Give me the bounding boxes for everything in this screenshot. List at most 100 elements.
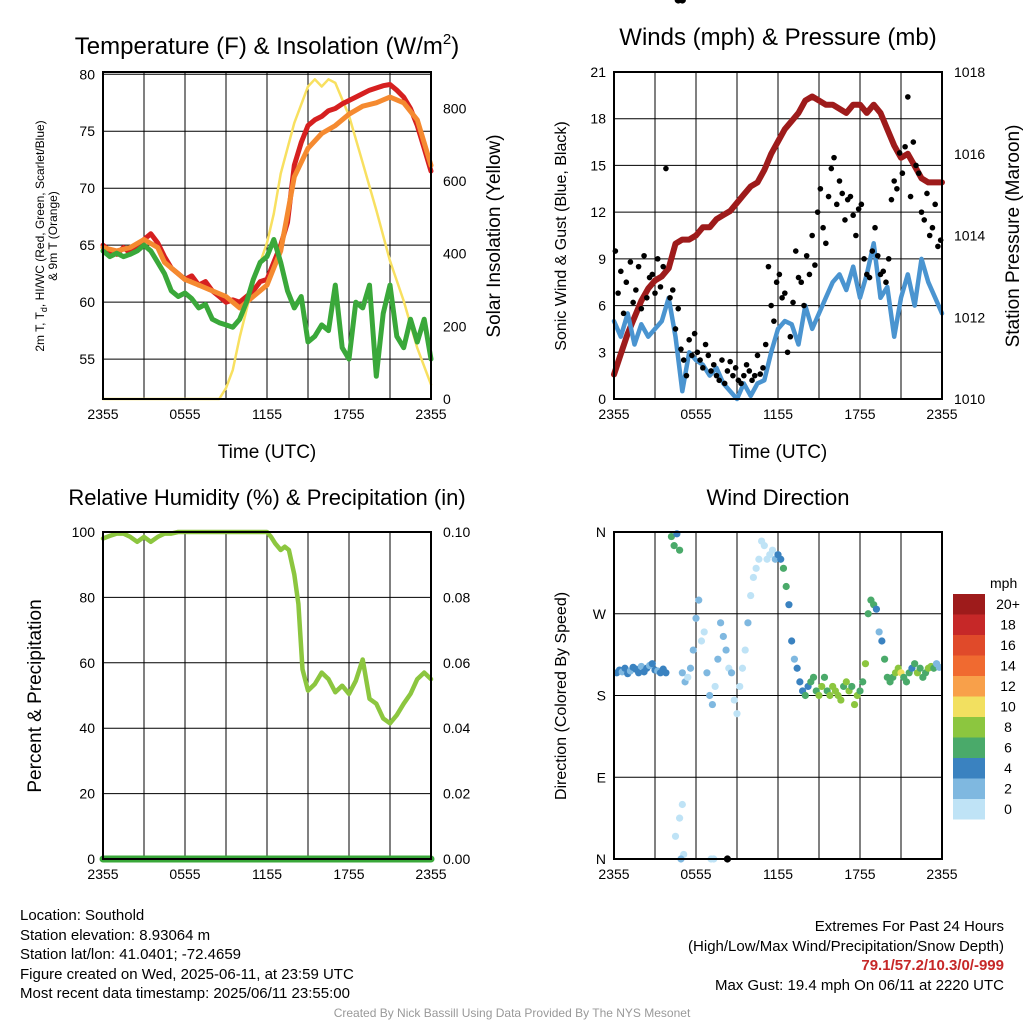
direction-point (859, 678, 867, 686)
direction-point (667, 532, 676, 541)
y2-tick-label: 400 (443, 246, 467, 262)
created-text: Figure created on Wed, 2025-06-11, at 23… (20, 965, 354, 983)
gust-point (899, 170, 906, 177)
direction-point (861, 660, 870, 668)
legend-label: 20+ (996, 596, 1020, 612)
extremes-info: Extremes For Past 24 Hours (High/Low/Max… (688, 917, 1004, 995)
max-gust-text: Max Gust: 19.4 mph On 06/11 at 2220 UTC (714, 976, 1004, 994)
direction-point (678, 800, 686, 809)
x-tick-label: 0555 (169, 406, 200, 422)
direction-point (711, 682, 719, 691)
x-tick-label: 1155 (763, 866, 793, 882)
direction-point (820, 673, 829, 681)
gust-point (861, 256, 867, 262)
gust-point (724, 368, 731, 374)
gust-point (638, 305, 645, 312)
y-tick-label: 18 (590, 111, 606, 127)
direction-point (648, 660, 656, 668)
winds-frame (613, 71, 943, 400)
gust-point (776, 271, 783, 278)
direction-point (686, 664, 695, 672)
direction-point (697, 637, 706, 645)
direction-point (790, 655, 799, 663)
legend-label: 10 (1000, 699, 1016, 715)
x-tick-label: 0555 (680, 866, 711, 882)
direction-point (801, 691, 809, 700)
gust-point (683, 372, 690, 379)
humidity-panel: Relative Humidity (%) & Precipitation (i… (25, 485, 470, 882)
gust-point (820, 224, 826, 231)
x-tick-label: 2355 (87, 866, 118, 882)
insolation-line (101, 78, 433, 401)
direction-point (744, 619, 752, 627)
gust-point (762, 341, 769, 348)
direction-point (695, 596, 703, 604)
wind-direction-panel: Wind Direction 2355 0555 1155 1755 2355NESWN… (553, 0, 1020, 882)
legend-swatch (953, 696, 985, 717)
direction-point (768, 546, 777, 554)
gust-point (691, 330, 698, 337)
station-info: Location: Southold Station elevation: 8.… (20, 906, 354, 1004)
direction-point (708, 700, 717, 709)
legend-label: 14 (1000, 658, 1016, 674)
gust-point (894, 185, 900, 192)
gust-point (771, 318, 777, 324)
gust-point (757, 371, 764, 377)
speed-legend-title: mph (990, 575, 1017, 591)
gust-point (929, 224, 936, 231)
direction-point (848, 682, 856, 691)
x-tick-label: 2355 (415, 866, 446, 882)
x-tick-label: 1755 (844, 406, 875, 422)
y-tick-label: 12 (590, 204, 606, 220)
gust-point (842, 217, 848, 223)
legend-swatch (953, 717, 985, 738)
gust-point (641, 252, 647, 259)
direction-point (730, 696, 738, 704)
direction-point (760, 542, 768, 550)
gust-point (751, 372, 758, 379)
y2-tick-label: 0.02 (443, 786, 470, 802)
direction-point (700, 628, 708, 636)
y-tick-label: 55 (79, 351, 95, 367)
y-tick-label: 80 (79, 66, 95, 82)
gust-point (812, 262, 818, 268)
direction-point (719, 632, 727, 641)
gust-point (913, 162, 919, 169)
gust-point (630, 299, 636, 306)
direction-point (703, 669, 711, 677)
x-tick-label: 1155 (252, 866, 282, 882)
y2-tick-label: 1012 (954, 309, 985, 325)
humidity-ylabel: Percent & Precipitation (25, 599, 46, 792)
y-tick-label: 3 (598, 344, 606, 360)
temperature-ylabel-line2: & 9m T (Orange) (46, 191, 60, 281)
direction-point (875, 628, 883, 636)
gust-point (847, 193, 854, 200)
gust-point (738, 380, 744, 387)
winds-title: Winds (mph) & Pressure (mb) (619, 24, 936, 51)
y2-tick-label: 1010 (954, 391, 985, 407)
x-tick-label: 1755 (333, 406, 364, 422)
direction-point (749, 573, 758, 582)
gust-point (667, 294, 673, 301)
legend-swatch (953, 676, 985, 697)
direction-point (637, 662, 645, 671)
gust-point (743, 361, 750, 368)
gust-point (713, 372, 720, 379)
gust-point (768, 302, 774, 309)
direction-point (911, 660, 919, 668)
gust-point (719, 357, 725, 363)
gust-point (705, 352, 712, 359)
gust-point (850, 212, 856, 219)
gust-point (839, 190, 846, 197)
y-tick-label: 15 (590, 157, 606, 173)
gust-point (869, 248, 876, 254)
direction-point (864, 610, 872, 618)
gust-point (782, 290, 788, 296)
direction-point (676, 546, 684, 554)
legend-swatch (953, 655, 985, 676)
gust-point (935, 243, 941, 250)
gust-point (924, 190, 930, 197)
direction-point (785, 601, 793, 609)
y-tick-label: N (596, 851, 606, 867)
gust-point (672, 326, 679, 332)
